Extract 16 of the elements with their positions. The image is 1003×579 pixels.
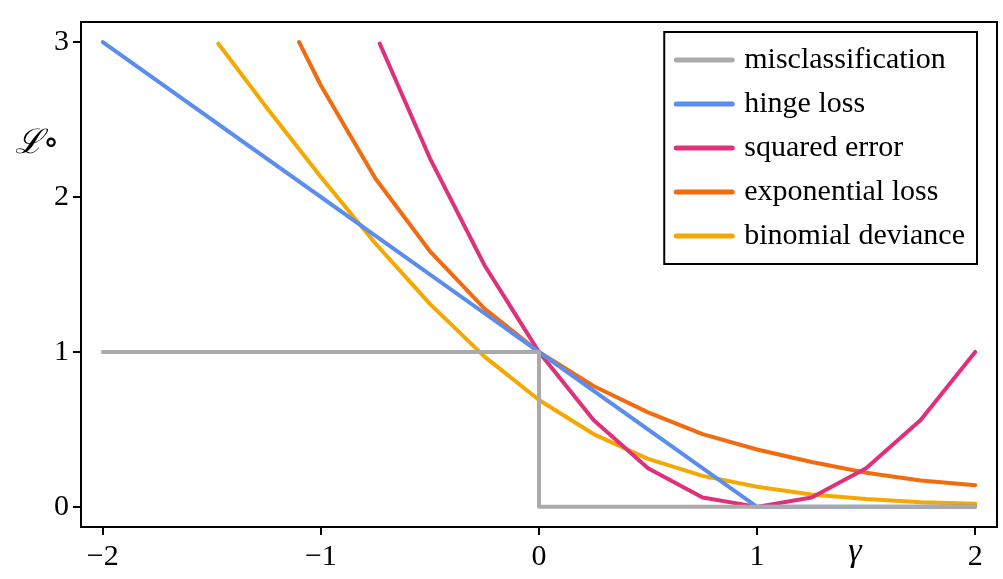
x-tick-label: 1 (749, 537, 765, 571)
x-tick-label: 0 (531, 537, 547, 571)
legend-label: exponential loss (744, 172, 939, 206)
y-tick-label: 1 (54, 332, 69, 366)
y-tick-label: 0 (54, 487, 69, 521)
y-tick-label: 2 (54, 177, 69, 211)
legend-label: misclassification (744, 40, 946, 74)
x-tick-label: −1 (304, 537, 337, 571)
y-axis-title: ℒ∘ (14, 122, 60, 160)
legend-label: binomial deviance (744, 216, 966, 250)
y-tick-label: 3 (54, 23, 69, 57)
legend-label: squared error (744, 128, 904, 162)
x-axis-title: γ (848, 530, 864, 568)
legend-label: hinge loss (744, 84, 866, 118)
x-tick-label: −2 (86, 537, 119, 571)
x-tick-label: 2 (967, 537, 983, 571)
